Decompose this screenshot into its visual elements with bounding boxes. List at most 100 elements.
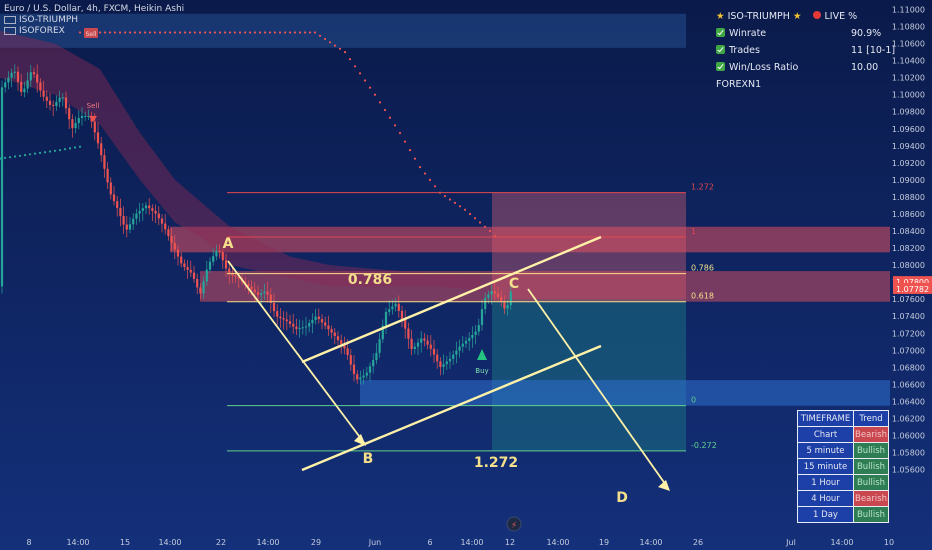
candle-body xyxy=(506,305,509,309)
y-tick-label: 1.07400 xyxy=(892,312,925,321)
indicator-line-1[interactable]: ISO-TRIUMPH xyxy=(4,15,184,26)
candle-body xyxy=(509,291,512,306)
y-tick-label: 1.06800 xyxy=(892,363,925,372)
trail-dot xyxy=(38,151,42,154)
candle-body xyxy=(404,319,407,329)
trail-dot xyxy=(293,31,297,34)
trail-dot xyxy=(428,178,432,181)
trail-dot xyxy=(278,31,282,34)
cloud-layer xyxy=(0,30,497,291)
trail-dot xyxy=(318,34,322,37)
trail-dot xyxy=(243,31,247,34)
trail-dot xyxy=(348,58,352,61)
y-tick-label: 1.06400 xyxy=(892,397,925,406)
trail-dot xyxy=(218,31,222,34)
candle-body xyxy=(26,80,29,89)
candle-body xyxy=(125,224,128,230)
candle-body xyxy=(343,344,346,349)
candle-body xyxy=(58,97,61,102)
candle-body xyxy=(388,309,391,312)
candle-body xyxy=(36,74,39,83)
y-tick-label: 1.05600 xyxy=(892,466,925,475)
sell-signal-label: Sell xyxy=(87,102,100,110)
fib-label-0: 0 xyxy=(691,396,696,405)
buy-signal-label: Buy xyxy=(475,367,488,375)
trail-dot xyxy=(283,31,287,34)
fib-label-1: 1 xyxy=(691,227,696,236)
candle-body xyxy=(32,72,36,75)
trail-dot xyxy=(58,149,62,152)
candle-body xyxy=(423,338,426,341)
candle-body xyxy=(308,323,311,327)
trail-dot xyxy=(78,31,82,34)
candle-body xyxy=(471,335,474,339)
stats-title-row: ★ ISO-TRIUMPH ★ LIVE % xyxy=(716,8,886,25)
candle-body xyxy=(378,339,381,353)
trail-dot xyxy=(43,151,47,154)
trail-dot xyxy=(443,195,447,198)
trail-dot xyxy=(168,31,172,34)
trail-dot xyxy=(468,212,472,216)
indicator-line-2[interactable]: ISOFOREX xyxy=(4,26,184,37)
indicator-toggle-icon[interactable] xyxy=(4,26,16,35)
candle-body xyxy=(263,291,266,294)
y-tick-label: 1.08400 xyxy=(892,227,925,236)
x-tick-label: 6 xyxy=(427,538,432,547)
trail-dot xyxy=(258,31,262,34)
candle-body xyxy=(199,287,202,294)
y-tick-label: 1.09000 xyxy=(892,176,925,185)
x-tick-label: Jun xyxy=(368,538,382,547)
candle-body xyxy=(144,205,148,209)
candle-body xyxy=(260,293,263,295)
trail-dot xyxy=(323,37,327,41)
candle-body xyxy=(317,316,320,320)
y-tick-label: 1.10000 xyxy=(892,91,925,100)
candle-body xyxy=(375,352,378,361)
trail-dot xyxy=(118,31,122,34)
indicator-2-label: ISOFOREX xyxy=(19,26,65,36)
trail-dot xyxy=(333,44,337,47)
trend-row: 1 Hour Bullish xyxy=(797,474,889,491)
x-tick-label: 29 xyxy=(311,538,321,547)
trail-dot xyxy=(203,31,207,34)
candle-body xyxy=(352,364,356,375)
trail-dot xyxy=(363,79,367,82)
drawing-layer: A B C D 0.786 1.272 Sell Sell Buy xyxy=(84,28,670,506)
candle-body xyxy=(455,350,458,355)
leg-cd-line xyxy=(527,288,669,489)
trail-dot xyxy=(123,31,127,34)
candle-body xyxy=(301,327,304,329)
trail-dot xyxy=(178,31,182,34)
candle-body xyxy=(468,338,471,341)
trail-dot xyxy=(198,31,202,34)
indicator-toggle-icon[interactable] xyxy=(4,15,16,24)
candle-body xyxy=(461,343,464,347)
stats-row-trades: Trades 11 [10-1] xyxy=(716,42,895,59)
trend-row: Chart Bearish xyxy=(797,426,889,443)
candle-body xyxy=(93,121,96,133)
x-tick-label: Jul xyxy=(785,538,796,547)
trail-dot xyxy=(353,65,357,68)
candle-body xyxy=(458,346,461,351)
leg-ab-line xyxy=(227,260,366,445)
trail-dot xyxy=(408,149,412,152)
candle-body xyxy=(327,325,330,330)
candle-body xyxy=(148,205,151,209)
arrow-head-d xyxy=(658,480,670,491)
candle-body xyxy=(394,303,397,307)
y-tick-label: 1.08600 xyxy=(892,210,925,219)
brand-label: FOREXN1 xyxy=(716,79,762,90)
stats-row-ratio: Win/Loss Ratio 10.00 xyxy=(716,59,886,76)
candle-body xyxy=(212,256,215,262)
annotation-label: D xyxy=(616,490,628,506)
candle-body xyxy=(208,261,212,270)
candle-body xyxy=(384,312,388,326)
candle-body xyxy=(474,331,477,335)
trail-dot xyxy=(208,31,212,34)
candle-body xyxy=(237,276,240,279)
trail-dot xyxy=(483,225,487,228)
candle-body xyxy=(288,321,292,324)
candle-body xyxy=(109,182,112,195)
y-tick-label: 1.10800 xyxy=(892,23,925,32)
